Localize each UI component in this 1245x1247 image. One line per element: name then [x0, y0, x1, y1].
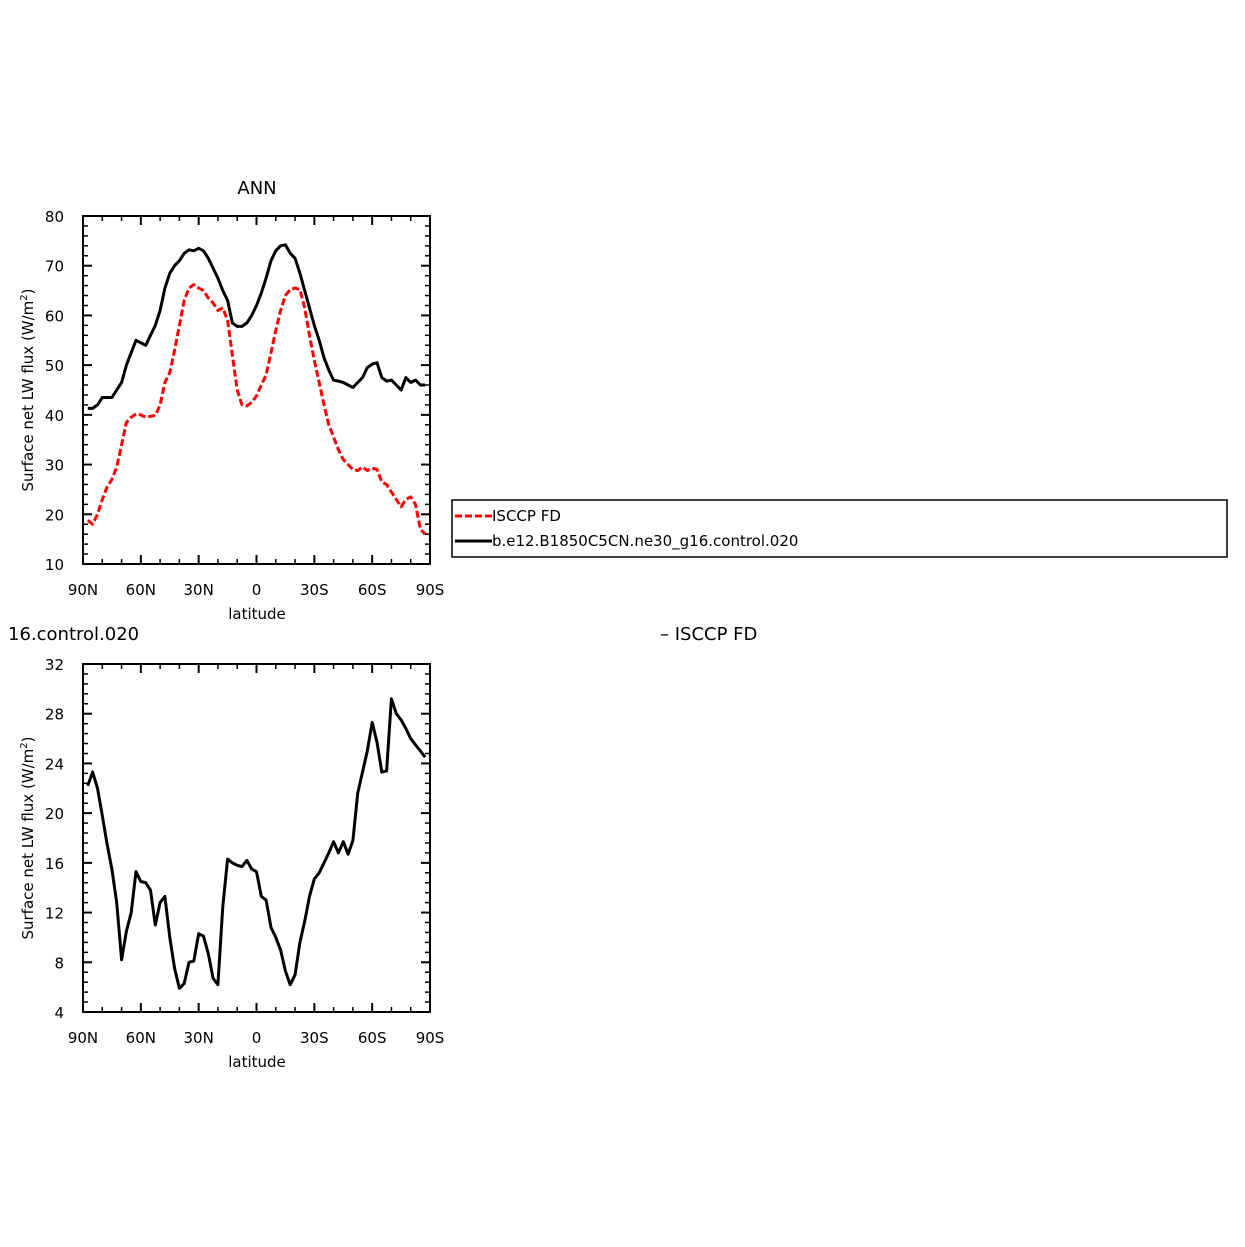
bottom-xtick-label: 30S [300, 1029, 329, 1047]
top-series-line-1 [87, 243, 426, 410]
top-xtick-label: 30N [184, 581, 214, 599]
bottom-ylabel-main: Surface net LW flux (W/m [19, 749, 37, 940]
bottom-panel-ylabel: Surface net LW flux (W/m2) [19, 736, 37, 939]
top-plot-area [86, 243, 427, 536]
top-ytick-label: 10 [45, 556, 64, 574]
bottom-ytick-label: 16 [45, 855, 64, 873]
top-ytick-label: 60 [45, 307, 64, 325]
bottom-xtick-label: 90N [68, 1029, 98, 1047]
bottom-ytick-label: 8 [54, 954, 64, 972]
top-xtick-label: 0 [252, 581, 262, 599]
bottom-axes-frame [82, 663, 431, 1013]
top-panel-ylabel: Surface net LW flux (W/m2) [19, 288, 37, 491]
bottom-ylabel-end: ) [19, 736, 37, 742]
bottom-xtick-label: 60S [358, 1029, 387, 1047]
top-ytick-label: 40 [45, 407, 64, 425]
bottom-panel-xlabel: latitude [228, 1053, 286, 1071]
bottom-xtick-label: 90S [416, 1029, 445, 1047]
bottom-ytick-label: 12 [45, 905, 64, 923]
top-xtick-label: 90N [68, 581, 98, 599]
top-ylabel-sup: 2 [19, 294, 30, 300]
top-ytick-label: 80 [45, 208, 64, 226]
bottom-series-line-0 [86, 697, 427, 990]
top-xtick-label: 60N [126, 581, 156, 599]
top-panel-title: ANN [237, 178, 276, 199]
bottom-ylabel-sup: 2 [19, 742, 30, 748]
top-xtick-label: 60S [358, 581, 387, 599]
top-ytick-label: 50 [45, 357, 64, 375]
bottom-plot-area [86, 697, 427, 990]
legend-box [451, 499, 1228, 558]
bottom-ytick-label: 28 [45, 706, 64, 724]
legend: ISCCP FD b.e12.B1850C5CN.ne30_g16.contro… [451, 499, 1228, 558]
bottom-panel: 16.control.020 – ISCCP FD 90N 60N 30N 0 30S 6… [8, 624, 757, 1071]
top-ytick-label: 20 [45, 506, 64, 524]
top-ylabel-main: Surface net LW flux (W/m [19, 301, 37, 492]
top-xtick-label: 90S [416, 581, 445, 599]
bottom-ytick-label: 32 [45, 656, 64, 674]
top-axes-frame [82, 215, 431, 565]
legend-label-isccp: ISCCP FD [492, 507, 561, 525]
top-ytick-label: 70 [45, 258, 64, 276]
top-panel-xlabel: latitude [228, 605, 286, 623]
bottom-ytick-label: 20 [45, 805, 64, 823]
bottom-ytick-label: 24 [45, 755, 64, 773]
legend-label-model: b.e12.B1850C5CN.ne30_g16.control.020 [492, 532, 798, 551]
top-ytick-label: 30 [45, 457, 64, 475]
bottom-ytick-label: 4 [54, 1004, 64, 1022]
bottom-panel-title-right: – ISCCP FD [660, 624, 757, 645]
bottom-xtick-label: 0 [252, 1029, 262, 1047]
top-xtick-label: 30S [300, 581, 329, 599]
bottom-panel-title-left: 16.control.020 [8, 624, 139, 645]
top-ylabel-end: ) [19, 288, 37, 294]
bottom-xtick-label: 60N [126, 1029, 156, 1047]
top-series-line-0 [86, 283, 427, 536]
bottom-xtick-label: 30N [184, 1029, 214, 1047]
top-panel: ANN 90N 60N 30N 0 30S 60S 90S1020304050607080 … [19, 178, 444, 623]
